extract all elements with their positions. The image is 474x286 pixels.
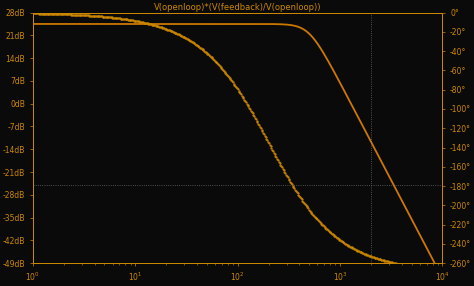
Title: V(openloop)*(V(feedback)/V(openloop)): V(openloop)*(V(feedback)/V(openloop)) bbox=[154, 3, 321, 12]
